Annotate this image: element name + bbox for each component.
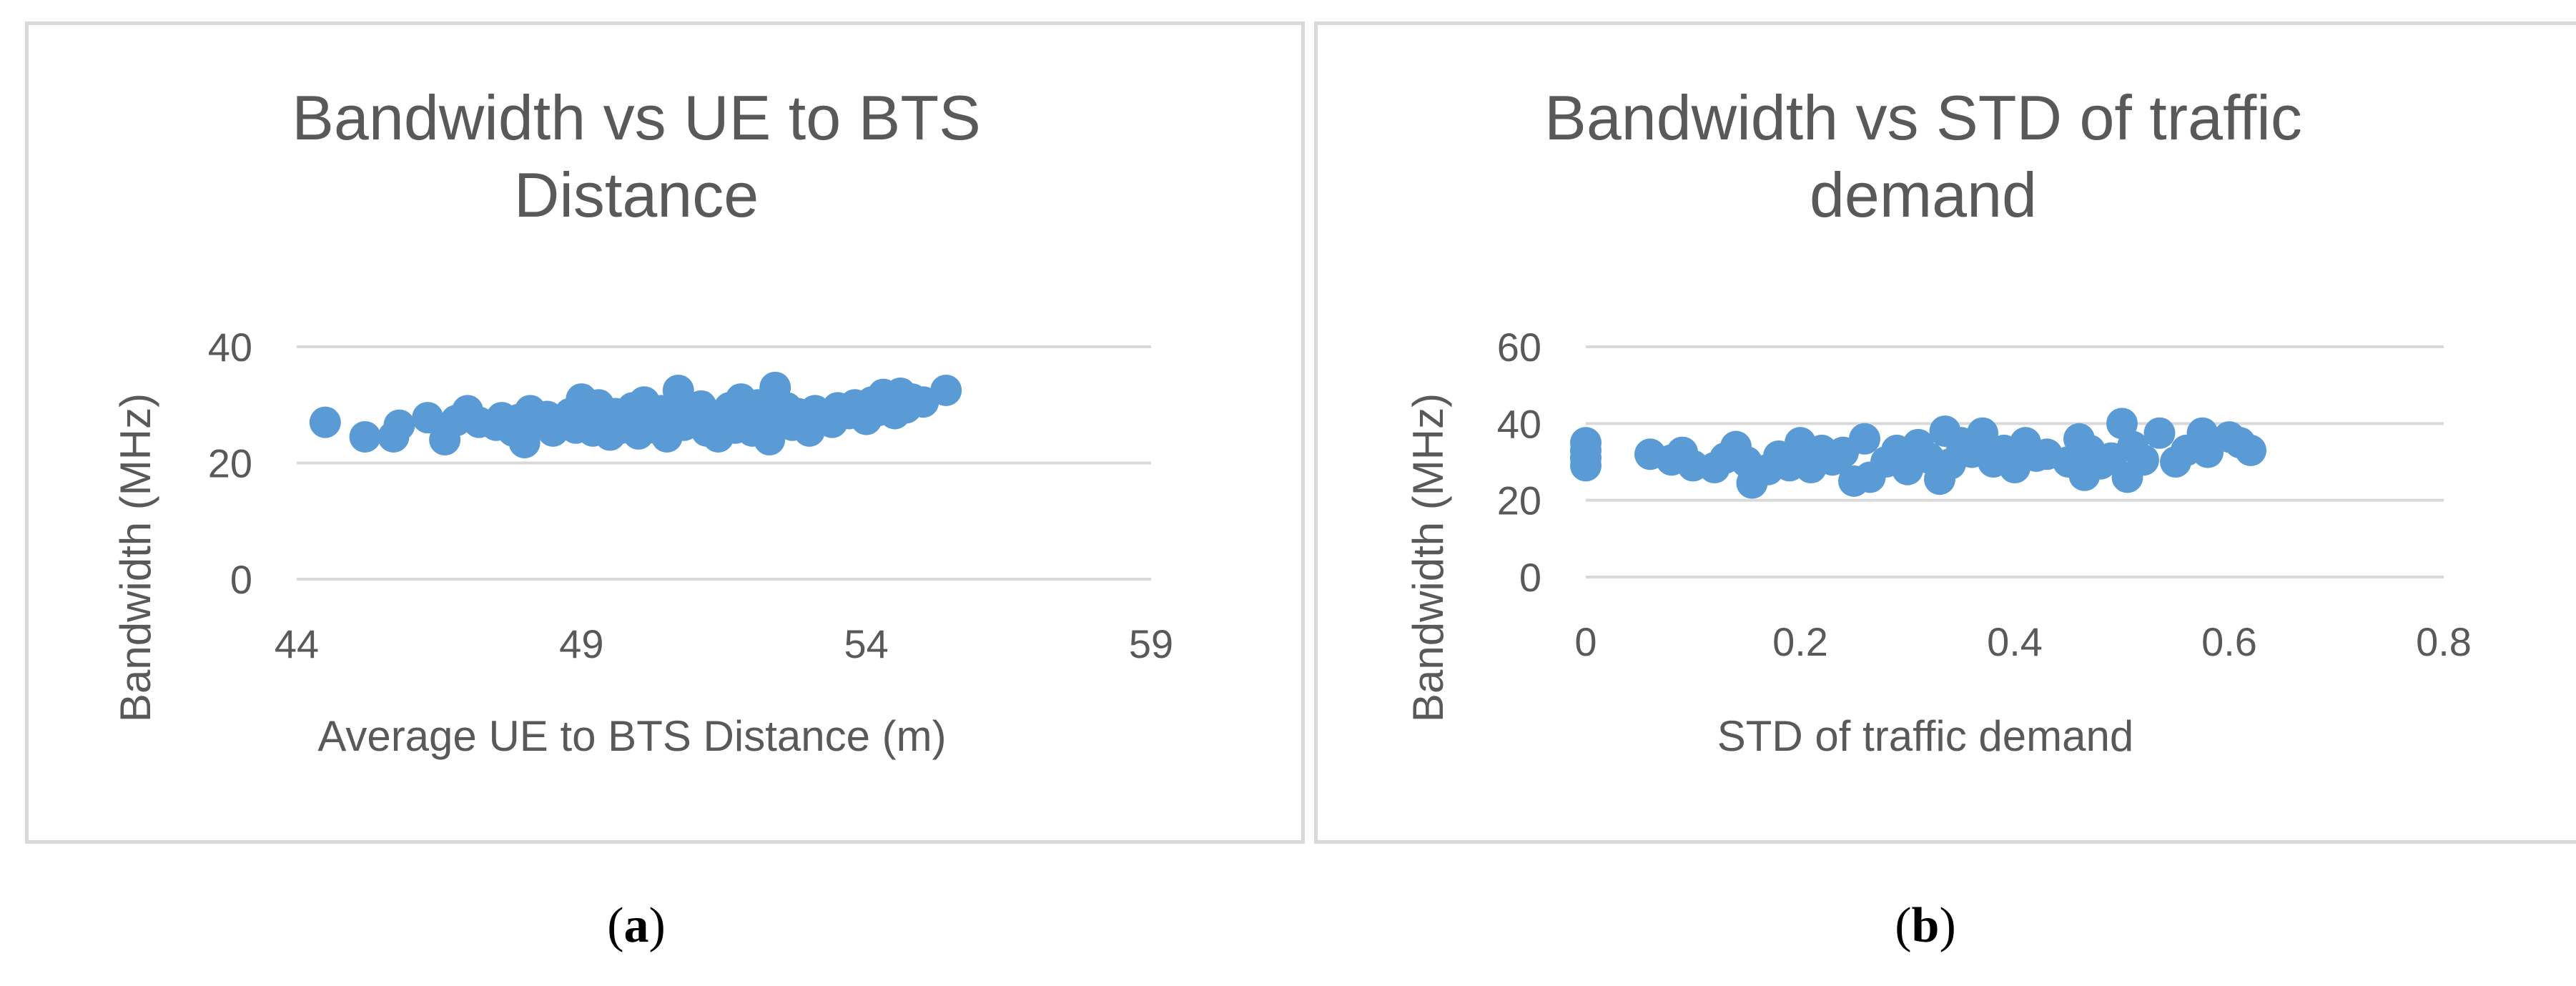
- x-tick-label: 49: [559, 621, 603, 666]
- scatter-point: [1967, 417, 1998, 449]
- scatter-point: [2235, 434, 2266, 466]
- scatter-point: [662, 374, 694, 406]
- chart-panel-a: Bandwidth vs UE to BTS Distance 0 20 40 44 49…: [25, 21, 1305, 844]
- x-tick-label: 54: [844, 621, 889, 666]
- caption-b: (b): [1854, 897, 1997, 955]
- x-tick-label: 0.2: [1772, 619, 1828, 664]
- x-tick-label: 0.6: [2201, 619, 2257, 664]
- caption-b-open: (: [1895, 898, 1912, 953]
- scatter-point: [930, 374, 962, 406]
- chart-a-xlabel: Average UE to BTS Distance (m): [317, 712, 946, 760]
- chart-b-svg: Bandwidth vs STD of traffic demand 0 20 40 6…: [1404, 82, 2472, 760]
- chart-b-ylabel: Bandwidth (MHz): [1404, 393, 1452, 722]
- caption-a: (a): [565, 897, 708, 955]
- y-tick-label: 20: [1497, 478, 1541, 523]
- chart-a-gridlines: [297, 345, 1151, 581]
- chart-b-tick-labels: 0 20 40 60 0 0.2 0.4 0.6 0.8: [1497, 325, 2472, 664]
- caption-b-letter: b: [1911, 898, 1940, 953]
- scatter-point: [1849, 423, 1880, 455]
- x-tick-label: 0.8: [2416, 619, 2472, 664]
- scatter-point: [412, 402, 444, 434]
- chart-a-tick-labels: 0 20 40 44 49 54 59: [208, 325, 1173, 666]
- chart-b-title-line1: Bandwidth vs STD of traffic demand: [1544, 82, 2302, 230]
- x-tick-label: 44: [275, 621, 319, 666]
- y-tick-label: 20: [208, 441, 252, 486]
- y-tick-label: 40: [1497, 401, 1541, 446]
- x-tick-label: 0: [1574, 619, 1597, 664]
- chart-a-ylabel: Bandwidth (MHz): [112, 393, 159, 722]
- chart-b-xlabel: STD of traffic demand: [1717, 712, 2133, 760]
- x-tick-label: 59: [1129, 621, 1173, 666]
- chart-b-points: [1570, 408, 2266, 499]
- x-tick-label: 0.4: [1987, 619, 2043, 664]
- caption-a-letter: a: [623, 898, 649, 953]
- scatter-point: [2128, 444, 2159, 476]
- scatter-point: [383, 409, 415, 441]
- chart-panel-b: Bandwidth vs STD of traffic demand 0 20 40 6…: [1314, 21, 2576, 844]
- y-tick-label: 0: [230, 557, 252, 602]
- caption-b-close: ): [1939, 898, 1956, 953]
- chart-a-title-line1: Bandwidth vs UE to BTS Distance: [292, 82, 981, 230]
- scatter-point: [349, 420, 381, 453]
- y-tick-label: 60: [1497, 325, 1541, 370]
- y-tick-label: 0: [1519, 555, 1541, 600]
- scatter-point: [309, 406, 341, 438]
- scatter-point: [1570, 427, 1602, 459]
- scatter-point: [2143, 417, 2176, 449]
- chart-b-gridlines: [1586, 345, 2444, 578]
- chart-a-points: [309, 371, 962, 459]
- caption-a-open: (: [607, 898, 624, 953]
- caption-a-close: ): [648, 898, 666, 953]
- chart-a-svg: Bandwidth vs UE to BTS Distance 0 20 40 44 49…: [112, 82, 1173, 760]
- y-tick-label: 40: [208, 325, 252, 370]
